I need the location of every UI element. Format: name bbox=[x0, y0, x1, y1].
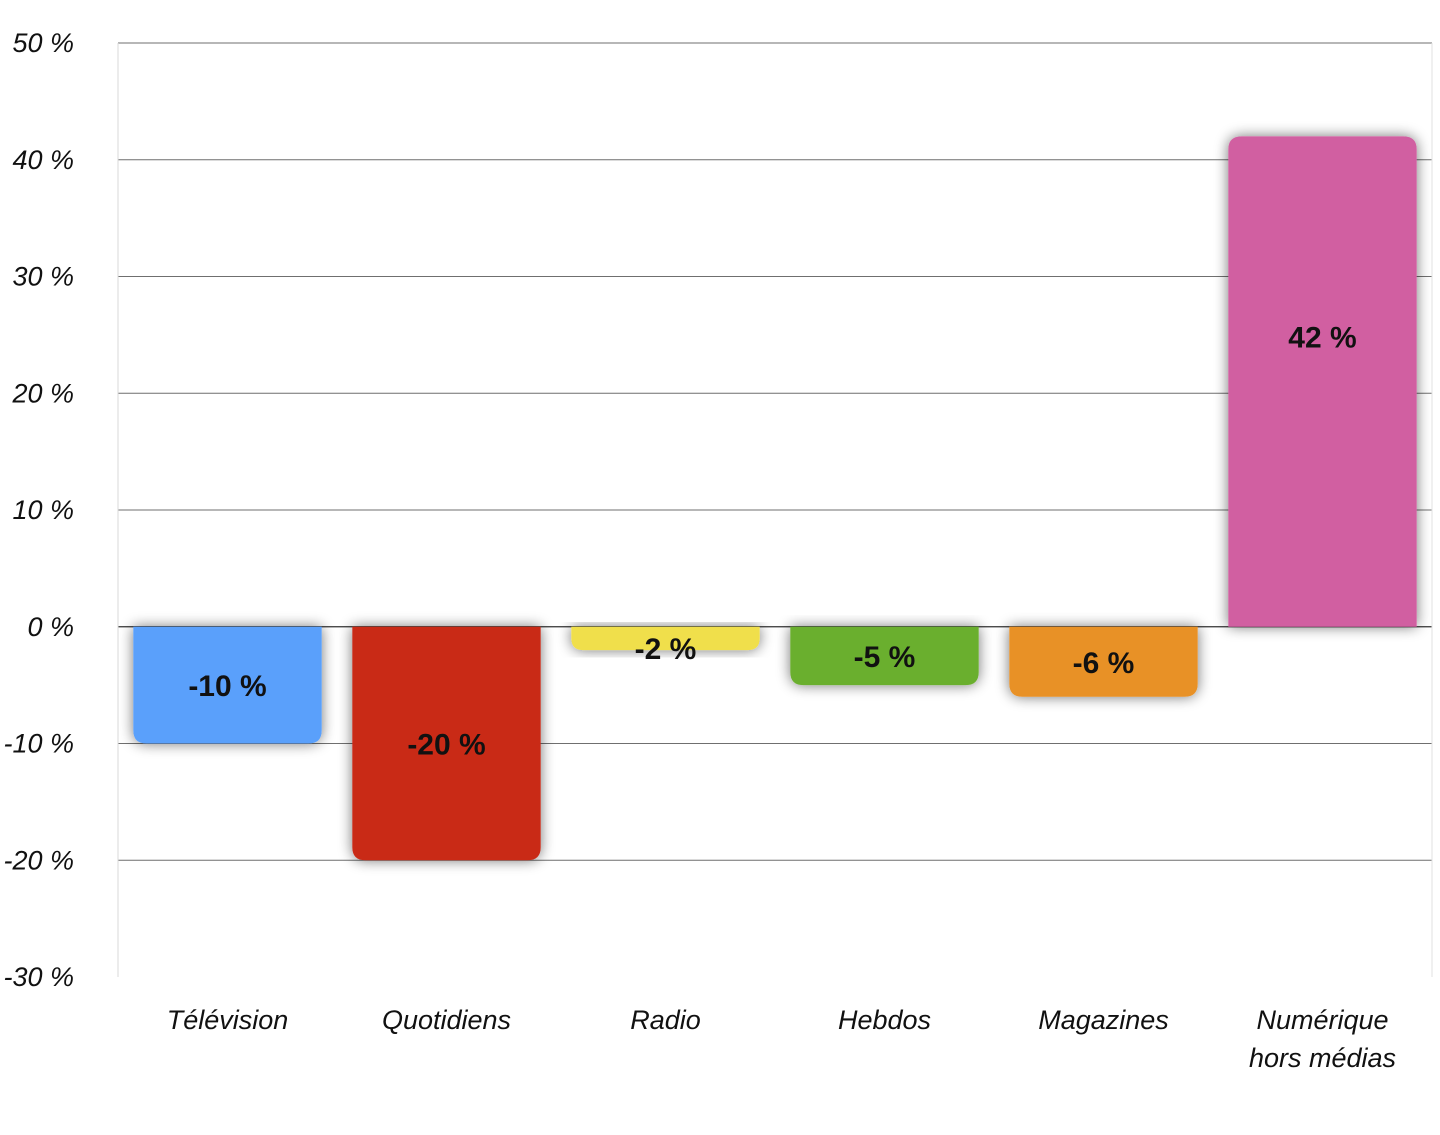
bar bbox=[1228, 136, 1417, 627]
x-tick-label: Numérique bbox=[1256, 1005, 1388, 1035]
y-tick-label: -30 % bbox=[3, 962, 74, 992]
data-label: -6 % bbox=[1073, 647, 1135, 680]
y-tick-label: 40 % bbox=[12, 145, 74, 175]
bar bbox=[133, 626, 322, 744]
x-tick-label: Radio bbox=[630, 1005, 701, 1035]
bar bbox=[1009, 626, 1198, 697]
data-label: -20 % bbox=[407, 729, 485, 762]
y-tick-label: 50 % bbox=[12, 28, 74, 58]
y-tick-label: -20 % bbox=[3, 845, 74, 875]
bar bbox=[352, 626, 541, 861]
x-tick-label: Hebdos bbox=[838, 1005, 931, 1035]
y-tick-label: 0 % bbox=[27, 612, 74, 642]
x-tick-label: Magazines bbox=[1038, 1005, 1169, 1035]
axes: 50 % 40 % 30 % 20 % 10 % 0 % -10 % -20 % -30 % Té… bbox=[3, 28, 1433, 1073]
data-labels: -10 % -20 % -2 % -5 % -6 % 42 % bbox=[188, 321, 1356, 761]
y-tick-label: 30 % bbox=[12, 262, 74, 292]
x-tick-label: Quotidiens bbox=[382, 1005, 511, 1035]
x-tick-label: hors médias bbox=[1249, 1043, 1396, 1073]
data-label: -2 % bbox=[635, 633, 697, 666]
y-tick-label: 20 % bbox=[11, 378, 74, 408]
gridlines bbox=[118, 42, 1432, 861]
y-tick-label: 10 % bbox=[12, 495, 74, 525]
y-tick-label: -10 % bbox=[3, 729, 74, 759]
bars bbox=[133, 136, 1417, 861]
data-label: 42 % bbox=[1288, 321, 1356, 354]
data-label: -5 % bbox=[854, 641, 916, 674]
x-tick-label: Télévision bbox=[167, 1005, 289, 1035]
data-label: -10 % bbox=[188, 670, 266, 703]
bar bbox=[571, 626, 760, 651]
bar bbox=[790, 626, 979, 686]
